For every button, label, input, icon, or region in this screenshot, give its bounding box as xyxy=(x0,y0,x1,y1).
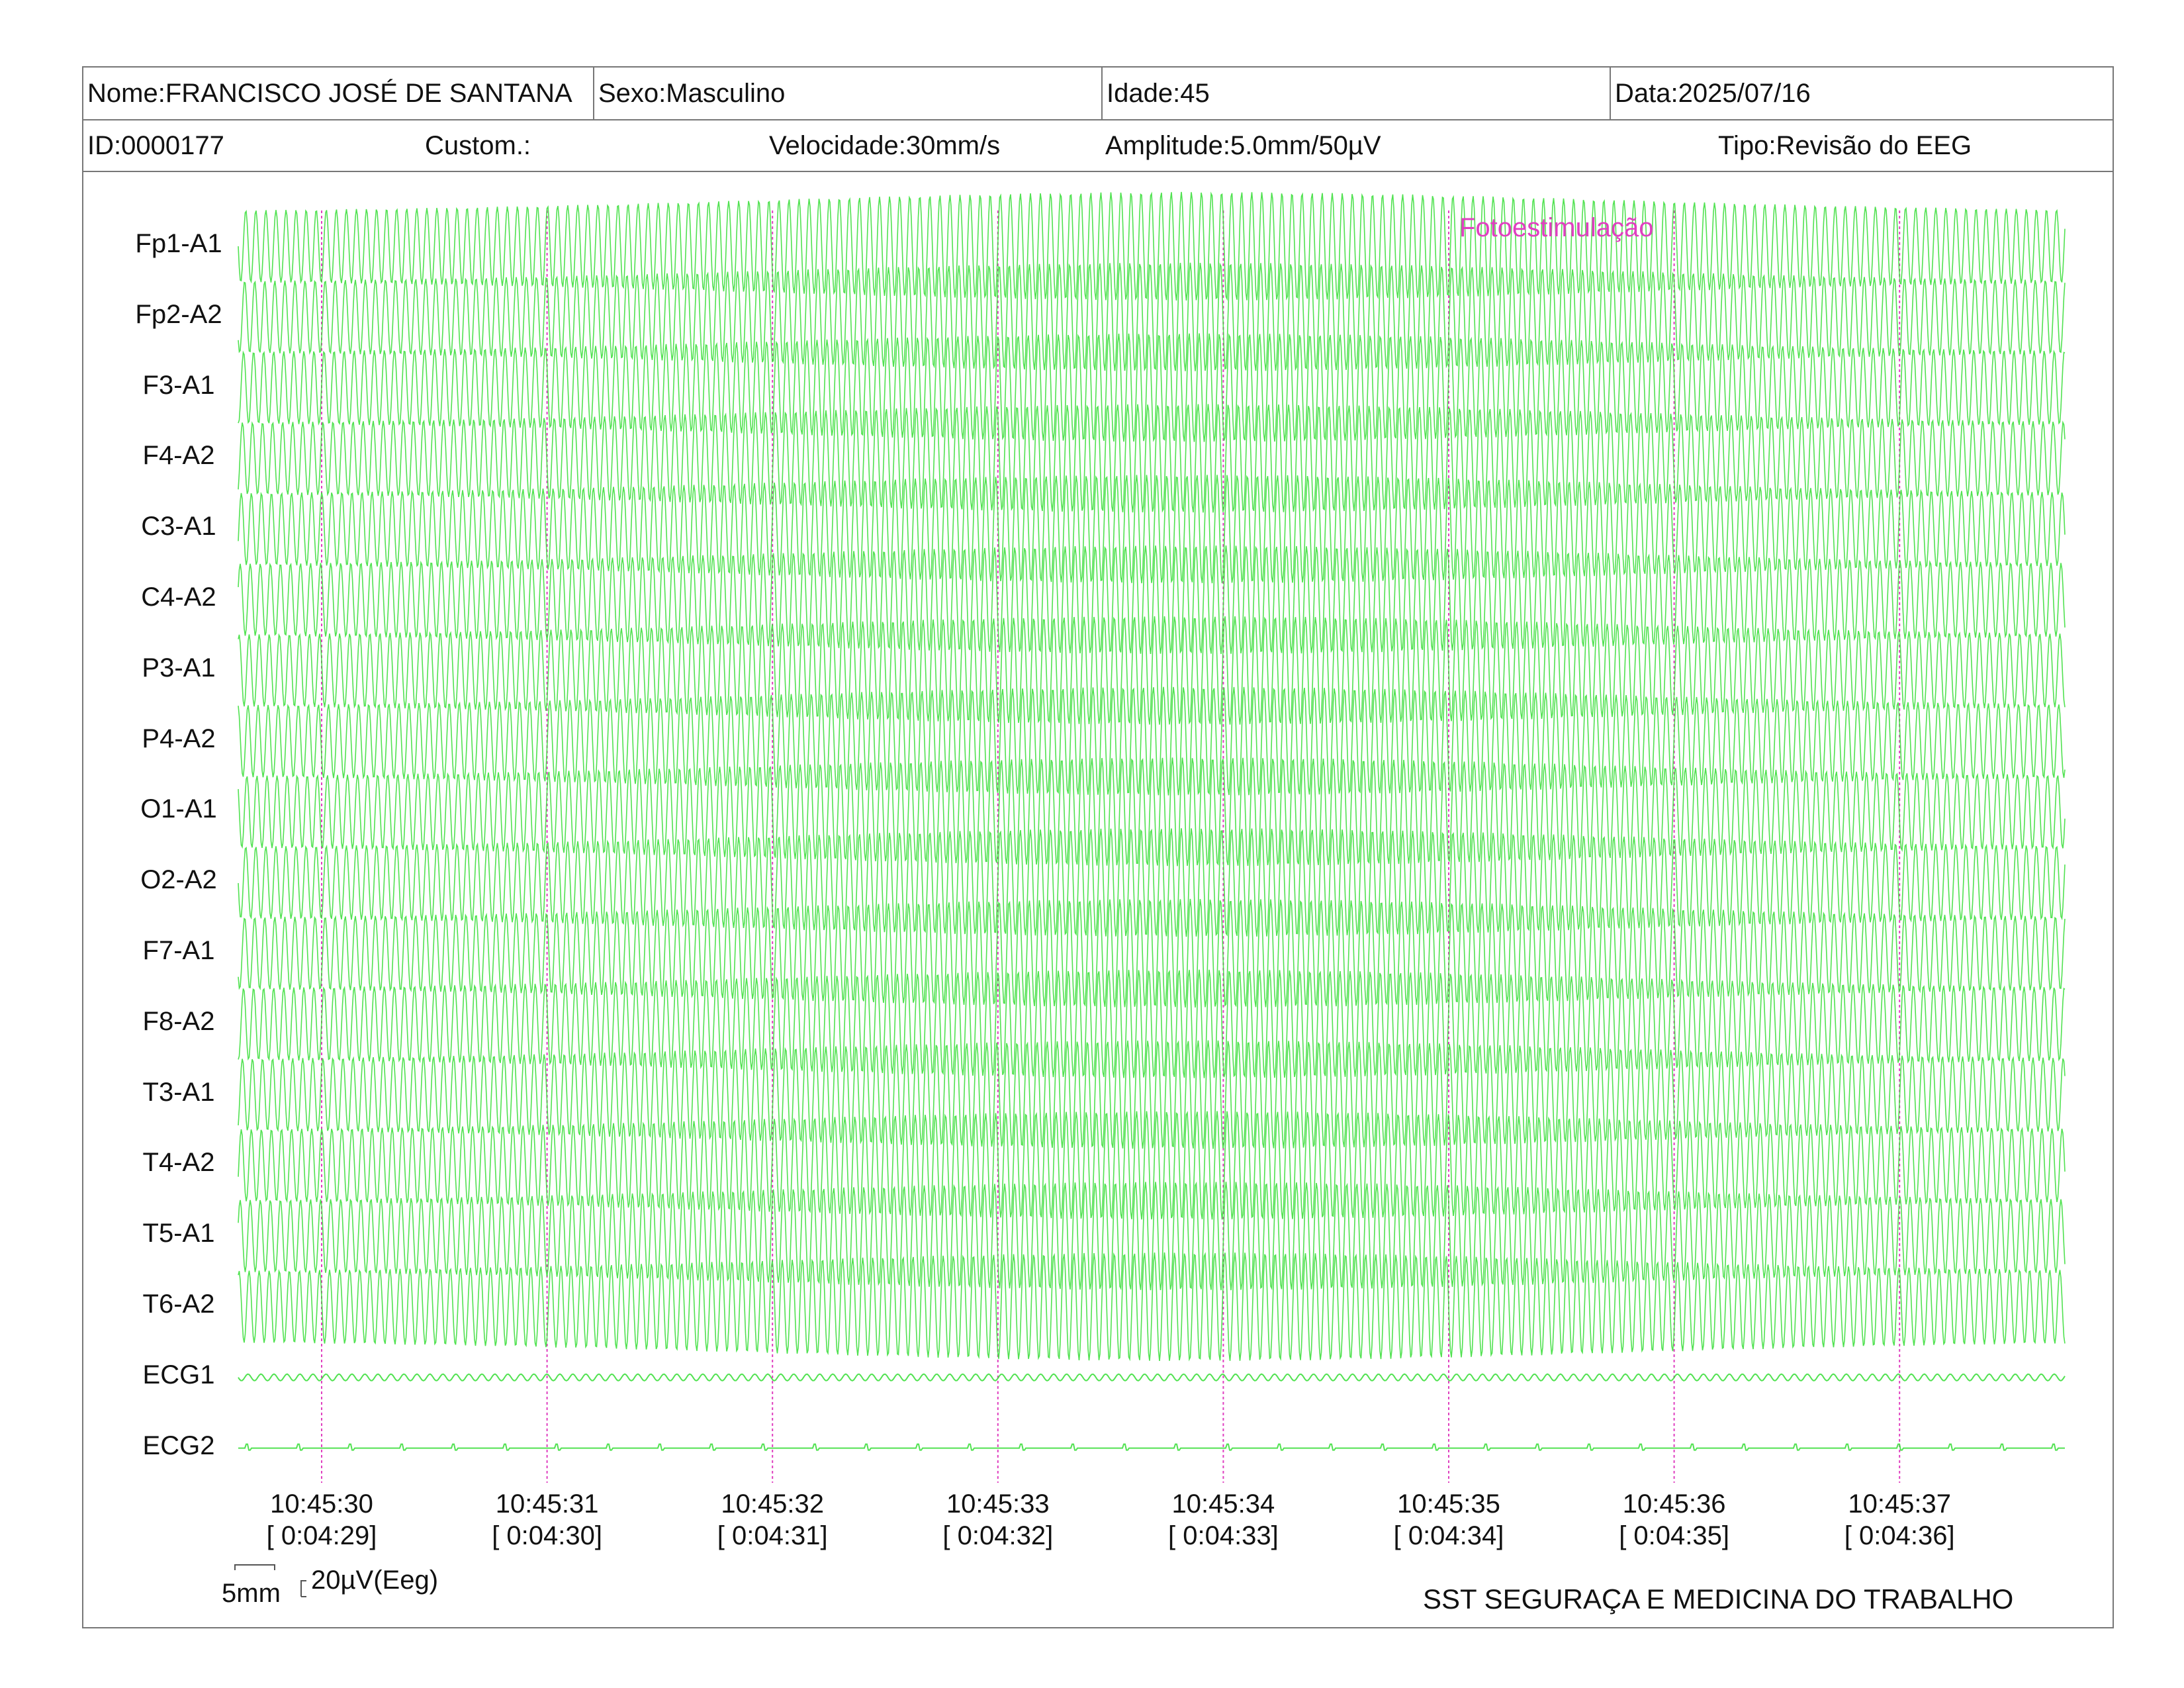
header-row-exam: ID:0000177 Custom.: Velocidade:30mm/s Am… xyxy=(83,120,2113,172)
time-tick-label: 10:45:31[ 0:04:30] xyxy=(461,1488,633,1552)
patient-id: ID:0000177 xyxy=(87,131,224,160)
scale-bar-icon xyxy=(234,1564,306,1597)
patient-name: Nome:FRANCISCO JOSÉ DE SANTANA xyxy=(87,79,572,108)
time-tick-label: 10:45:35[ 0:04:34] xyxy=(1363,1488,1535,1552)
channel-label: C3-A1 xyxy=(141,512,216,541)
channel-label: F7-A1 xyxy=(142,936,215,965)
channel-label: T3-A1 xyxy=(142,1077,215,1107)
footer-company: SST SEGURAÇA E MEDICINA DO TRABALHO xyxy=(1423,1583,2014,1615)
time-clock-label: 10:45:36 xyxy=(1622,1489,1726,1519)
channel-trace xyxy=(238,616,2066,725)
time-elapsed-label: [ 0:04:29] xyxy=(266,1521,377,1550)
channel-label: O1-A1 xyxy=(140,794,217,824)
scale-time-label: 5mm xyxy=(222,1579,281,1608)
photostimulation-marker: Fotoestimulação xyxy=(1459,213,1654,242)
channel-label: F4-A2 xyxy=(142,441,215,471)
channel-label: P4-A2 xyxy=(142,724,216,753)
channel-trace xyxy=(238,686,2066,796)
channel-trace xyxy=(238,898,2066,1008)
time-elapsed-label: [ 0:04:35] xyxy=(1619,1521,1729,1550)
eeg-report-sheet: Nome:FRANCISCO JOSÉ DE SANTANA Sexo:Masc… xyxy=(82,66,2114,1628)
time-tick-label: 10:45:36[ 0:04:35] xyxy=(1588,1488,1760,1552)
channel-label: F8-A2 xyxy=(142,1006,215,1036)
channel-label: ECG2 xyxy=(142,1430,215,1460)
channel-label: P3-A1 xyxy=(142,653,216,682)
channel-label: T6-A2 xyxy=(142,1289,215,1319)
channel-label: T5-A1 xyxy=(142,1219,215,1248)
time-tick-label: 10:45:33[ 0:04:32] xyxy=(912,1488,1084,1552)
channel-trace xyxy=(238,828,2066,937)
channel-trace xyxy=(238,1373,2066,1382)
time-clock-label: 10:45:35 xyxy=(1397,1489,1500,1519)
time-elapsed-label: [ 0:04:34] xyxy=(1393,1521,1504,1550)
time-clock-label: 10:45:33 xyxy=(946,1489,1050,1519)
patient-age: Idade:45 xyxy=(1101,68,1610,119)
channel-trace xyxy=(238,262,2066,372)
time-clock-label: 10:45:32 xyxy=(721,1489,825,1519)
channel-label: Fp2-A2 xyxy=(135,299,222,329)
time-clock-label: 10:45:34 xyxy=(1171,1489,1275,1519)
exam-type: Tipo:Revisão do EEG xyxy=(1718,131,1972,160)
speed-setting: Velocidade:30mm/s xyxy=(769,131,1001,160)
channel-trace xyxy=(238,1040,2066,1149)
channel-trace xyxy=(238,757,2066,867)
channel-trace xyxy=(238,969,2066,1078)
channel-trace xyxy=(238,333,2066,442)
channel-label: O2-A2 xyxy=(140,865,217,895)
time-tick-label: 10:45:32[ 0:04:31] xyxy=(686,1488,858,1552)
time-clock-label: 10:45:37 xyxy=(1848,1489,1952,1519)
patient-sex: Sexo:Masculino xyxy=(593,68,1101,119)
amplitude-setting: Amplitude:5.0mm/50µV xyxy=(1105,131,1381,160)
time-tick-label: 10:45:30[ 0:04:29] xyxy=(236,1488,408,1552)
custom-field: Custom.: xyxy=(425,131,531,160)
channel-trace xyxy=(238,1111,2066,1220)
channel-trace xyxy=(238,1443,2065,1451)
channel-trace xyxy=(238,545,2066,654)
channel-label: C4-A2 xyxy=(141,583,216,612)
channel-trace xyxy=(238,191,2066,301)
time-clock-label: 10:45:31 xyxy=(495,1489,599,1519)
scale-amplitude-label: 20µV(Eeg) xyxy=(311,1566,439,1595)
channel-label: T4-A2 xyxy=(142,1148,215,1178)
channel-label: F3-A1 xyxy=(142,370,215,400)
time-elapsed-label: [ 0:04:32] xyxy=(942,1521,1054,1550)
time-elapsed-label: [ 0:04:31] xyxy=(717,1521,828,1550)
time-tick-label: 10:45:34[ 0:04:33] xyxy=(1137,1488,1309,1552)
channel-label: ECG1 xyxy=(142,1360,215,1389)
channel-trace xyxy=(238,1181,2066,1291)
time-elapsed-label: [ 0:04:30] xyxy=(492,1521,602,1550)
exam-date: Data:2025/07/16 xyxy=(1610,68,2114,119)
channel-trace xyxy=(238,404,2066,513)
channel-trace xyxy=(238,1252,2066,1362)
time-clock-label: 10:45:30 xyxy=(270,1489,373,1519)
header-row-patient: Nome:FRANCISCO JOSÉ DE SANTANA Sexo:Masc… xyxy=(83,68,2113,120)
channel-trace xyxy=(238,475,2066,584)
time-tick-label: 10:45:37[ 0:04:36] xyxy=(1813,1488,1985,1552)
channel-label: Fp1-A1 xyxy=(135,229,222,258)
time-elapsed-label: [ 0:04:33] xyxy=(1167,1521,1279,1550)
time-elapsed-label: [ 0:04:36] xyxy=(1844,1521,1955,1550)
